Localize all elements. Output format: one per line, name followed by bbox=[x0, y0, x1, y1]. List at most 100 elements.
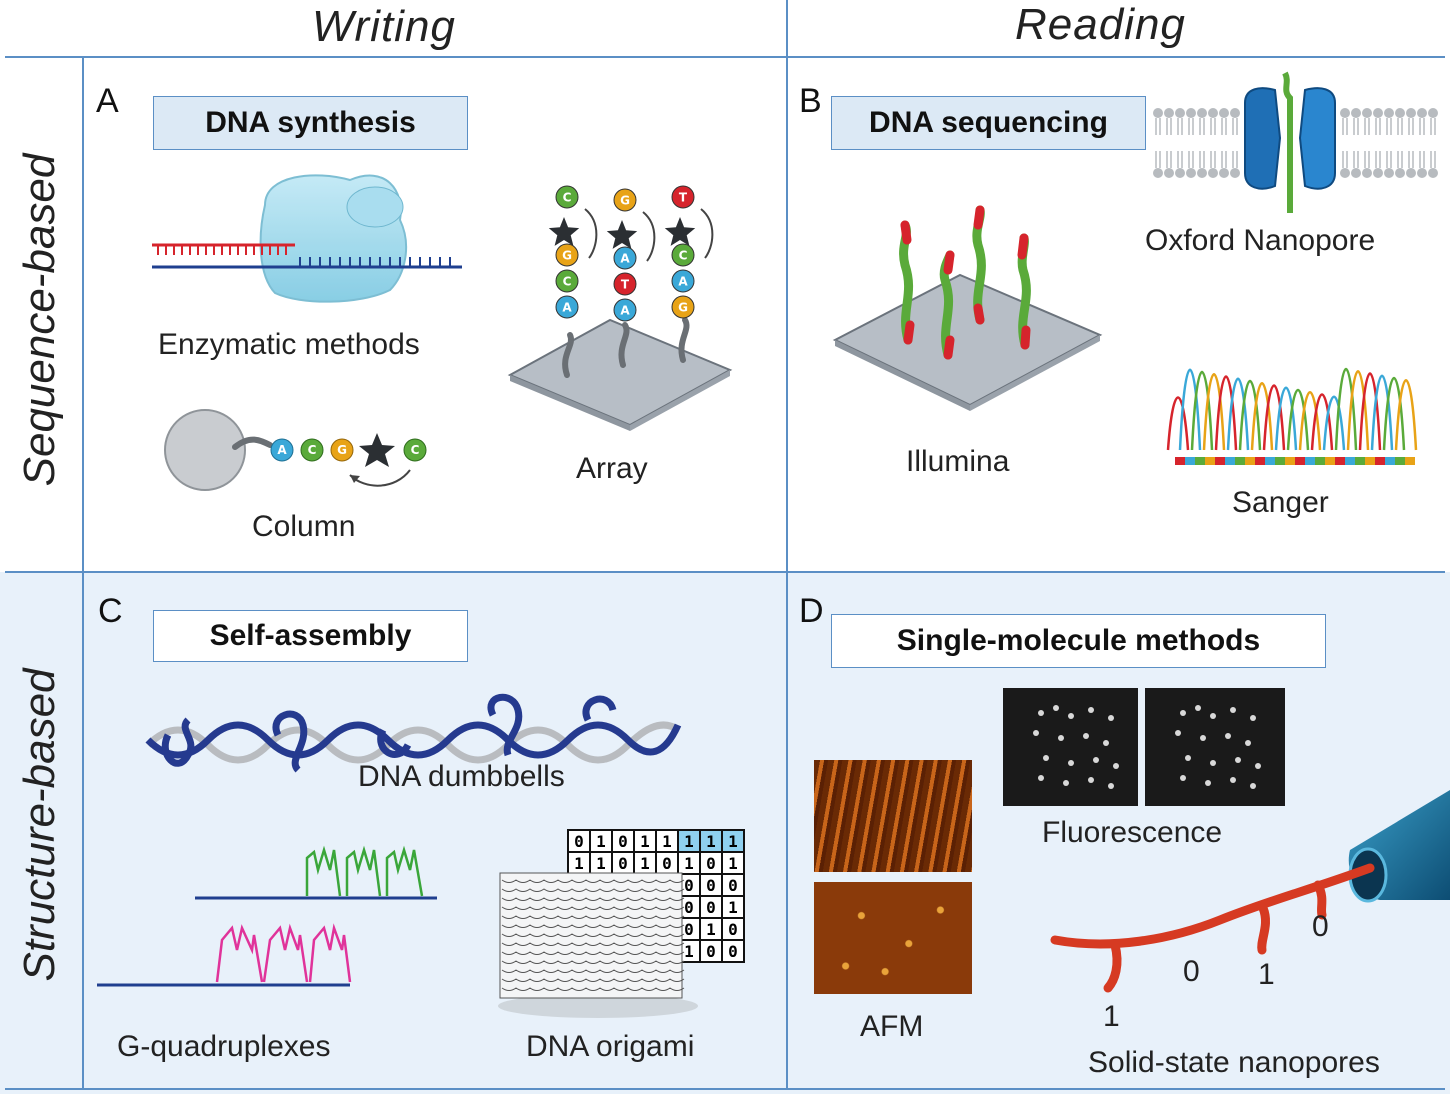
origami-bit-label: 0 bbox=[618, 832, 628, 851]
lipid-head bbox=[1395, 168, 1405, 178]
array-base-C bbox=[555, 269, 579, 293]
lipid-head bbox=[1175, 168, 1185, 178]
bit-label-4: 0 bbox=[1312, 910, 1329, 943]
array-base-label: C bbox=[679, 249, 688, 263]
sanger-peak bbox=[1286, 388, 1310, 451]
origami-helix-line bbox=[501, 879, 685, 883]
lipid-head bbox=[1175, 108, 1185, 118]
lipid-tail bbox=[1232, 118, 1238, 135]
origami-bit-label: 1 bbox=[728, 898, 738, 917]
origami-bit-label: 0 bbox=[662, 854, 672, 873]
sanger-peak bbox=[1394, 379, 1418, 451]
lipid-head bbox=[1362, 108, 1372, 118]
sanger-sequence-block bbox=[1275, 457, 1285, 465]
array-base-label: G bbox=[620, 194, 630, 208]
sanger-sequence-block bbox=[1385, 457, 1395, 465]
origami-bit-cell bbox=[721, 939, 745, 963]
origami-bit-label: 1 bbox=[574, 854, 584, 873]
origami-bit-label: 0 bbox=[706, 942, 716, 961]
fluorescence-spot bbox=[1225, 733, 1231, 739]
sanger-chromatogram bbox=[1166, 367, 1418, 465]
origami-bit-label: 1 bbox=[596, 832, 606, 851]
lipid-head bbox=[1362, 168, 1372, 178]
panel-c-title: Self-assembly bbox=[153, 610, 468, 662]
lipid-head bbox=[1373, 108, 1383, 118]
fluorescence-spot bbox=[1068, 760, 1074, 766]
fluorescence-spot bbox=[1088, 777, 1094, 783]
array-base-T bbox=[671, 185, 695, 209]
lipid-tail bbox=[1210, 118, 1216, 135]
lipid-tail bbox=[1166, 118, 1172, 135]
nanopore-illustration bbox=[1153, 71, 1438, 213]
column-base-G: G bbox=[337, 443, 347, 457]
afm-image-2 bbox=[814, 882, 972, 994]
sanger-peak bbox=[1382, 377, 1406, 451]
lipid-head bbox=[1186, 168, 1196, 178]
origami-bit-label: 1 bbox=[684, 942, 694, 961]
array-base-label: G bbox=[562, 249, 572, 263]
fluorescence-spot bbox=[1250, 783, 1256, 789]
sanger-peak bbox=[1346, 370, 1370, 451]
origami-bit-label: 1 bbox=[728, 832, 738, 851]
lipid-tail bbox=[1386, 151, 1392, 168]
lipid-head bbox=[1384, 108, 1394, 118]
sanger-sequence-block bbox=[1285, 457, 1295, 465]
fluorescence-spot bbox=[1043, 755, 1049, 761]
lipid-tail bbox=[1397, 118, 1403, 135]
origami-bit-label: 0 bbox=[706, 854, 716, 873]
sanger-peak bbox=[1334, 367, 1358, 451]
lipid-head bbox=[1197, 168, 1207, 178]
sanger-peak bbox=[1214, 375, 1238, 451]
fluorescence-spot bbox=[1250, 715, 1256, 721]
fluorescence-spot bbox=[1053, 705, 1059, 711]
sanger-peak bbox=[1166, 396, 1190, 451]
fluorescence-spot bbox=[1200, 735, 1206, 741]
gquad-illustration bbox=[97, 845, 437, 987]
lipid-tail bbox=[1221, 118, 1227, 135]
lipid-head bbox=[1164, 168, 1174, 178]
array-base-label: A bbox=[620, 304, 630, 318]
caption-illumina: Illumina bbox=[906, 445, 1010, 478]
origami-helix-line bbox=[501, 888, 685, 892]
array-base-A bbox=[613, 246, 637, 270]
fluorescence-spot bbox=[1103, 740, 1109, 746]
caption-nanopore: Oxford Nanopore bbox=[1145, 224, 1376, 257]
array-base-label: A bbox=[562, 301, 572, 315]
lipid-tail bbox=[1430, 118, 1436, 135]
sanger-peak bbox=[1226, 377, 1250, 451]
illumina-illustration bbox=[832, 205, 1103, 411]
lipid-head bbox=[1153, 108, 1163, 118]
fluorescence-spot bbox=[1180, 710, 1186, 716]
panel-letter-c: C bbox=[98, 592, 123, 630]
lipid-head bbox=[1351, 168, 1361, 178]
afm-image-1 bbox=[814, 760, 972, 872]
panel-b-title: DNA sequencing bbox=[831, 96, 1146, 150]
fluorescence-spot bbox=[1235, 757, 1241, 763]
column-base-C: C bbox=[411, 443, 420, 457]
origami-bit-label: 0 bbox=[684, 898, 694, 917]
sanger-peak bbox=[1310, 393, 1334, 451]
fluorescence-spot bbox=[1195, 705, 1201, 711]
grid-line-bottom bbox=[5, 1088, 1445, 1090]
lipid-tail bbox=[1188, 151, 1194, 168]
sanger-peak bbox=[1298, 391, 1322, 451]
lipid-tail bbox=[1232, 151, 1238, 168]
lipid-tail bbox=[1375, 118, 1381, 135]
fluorescence-spot bbox=[1063, 780, 1069, 786]
array-base-G bbox=[555, 243, 579, 267]
lipid-head bbox=[1406, 108, 1416, 118]
sanger-peak bbox=[1190, 371, 1214, 451]
fluorescence-spot bbox=[1083, 733, 1089, 739]
lipid-tail bbox=[1353, 118, 1359, 135]
bit-label-3: 1 bbox=[1258, 958, 1275, 991]
sanger-peak bbox=[1322, 395, 1346, 451]
panel-letter-b: B bbox=[799, 82, 822, 120]
fluorescence-spot bbox=[1038, 775, 1044, 781]
panel-a-title: DNA synthesis bbox=[153, 96, 468, 150]
array-base-C bbox=[555, 185, 579, 209]
solid-state-illustration bbox=[1050, 790, 1450, 993]
grid-line-left bbox=[82, 56, 84, 1090]
origami-bit-label: 1 bbox=[640, 832, 650, 851]
fluorescence-spot bbox=[1113, 763, 1119, 769]
caption-array: Array bbox=[576, 452, 648, 485]
